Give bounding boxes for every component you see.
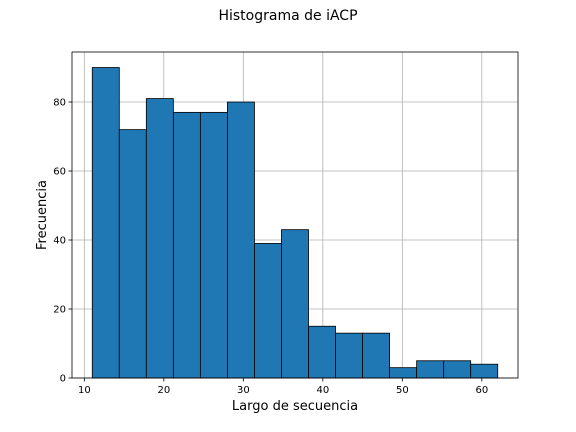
histogram-bar xyxy=(335,332,363,379)
x-axis-label: Largo de secuencia xyxy=(232,399,358,414)
histogram-bar xyxy=(443,360,472,379)
histogram-bar xyxy=(227,101,255,379)
x-tick-label: 10 xyxy=(78,385,91,396)
x-tick-label: 20 xyxy=(157,385,170,396)
histogram-bar xyxy=(389,367,418,379)
histogram-bar xyxy=(281,229,309,379)
bars xyxy=(91,67,499,379)
y-axis-label: Frecuencia xyxy=(35,180,50,250)
y-tick-label: 80 xyxy=(53,98,66,109)
histogram-bar xyxy=(199,111,228,379)
y-tick-label: 0 xyxy=(60,374,66,385)
x-tick-label: 40 xyxy=(316,385,329,396)
x-tick-label: 50 xyxy=(396,385,409,396)
histogram-bar xyxy=(172,111,201,379)
histogram-bar xyxy=(416,360,445,379)
histogram-bar xyxy=(362,332,391,379)
chart-title: Histograma de iACP xyxy=(218,8,357,24)
histogram-bar xyxy=(145,98,174,379)
plot-frame xyxy=(71,51,519,379)
histogram-bar xyxy=(308,325,336,379)
x-tick-label: 60 xyxy=(475,385,488,396)
y-axis-ticks: 0 20 40 60 80 xyxy=(53,98,72,385)
histogram-bar xyxy=(118,129,147,379)
y-tick-label: 20 xyxy=(53,305,66,316)
histogram-bar xyxy=(470,363,499,379)
histogram-bar xyxy=(254,243,282,379)
y-tick-label: 40 xyxy=(53,236,66,247)
y-tick-label: 60 xyxy=(53,167,66,178)
x-axis-ticks: 10 20 30 40 50 60 xyxy=(78,378,488,396)
x-tick-label: 30 xyxy=(237,385,250,396)
histogram-bar xyxy=(91,67,120,379)
